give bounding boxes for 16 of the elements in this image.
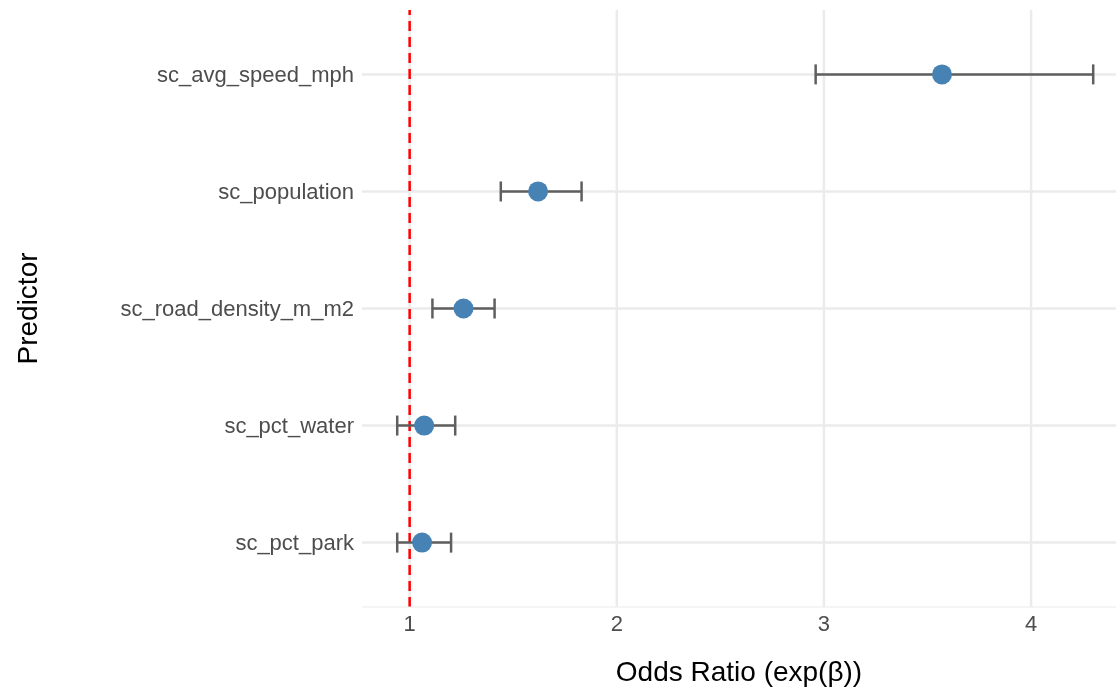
point: [412, 532, 433, 553]
y-axis-title: Predictor: [11, 252, 43, 365]
x-tick-label: 3: [817, 610, 831, 636]
y-tick-label: sc_road_density_m_m2: [120, 296, 354, 322]
y-tick-label: sc_pct_park: [235, 530, 355, 556]
point: [414, 415, 435, 436]
point: [528, 181, 549, 202]
x-tick-label: 2: [610, 610, 623, 636]
y-tick-label: sc_population: [218, 179, 354, 205]
y-tick-label: sc_avg_speed_mph: [157, 62, 354, 88]
x-tick-label: 1: [403, 610, 416, 636]
y-tick-label: sc_pct_water: [224, 413, 354, 439]
point: [932, 64, 952, 85]
x-axis-title: Odds Ratio (exp(β)): [615, 656, 863, 687]
x-tick-label: 4: [1024, 610, 1038, 636]
point: [453, 298, 474, 319]
